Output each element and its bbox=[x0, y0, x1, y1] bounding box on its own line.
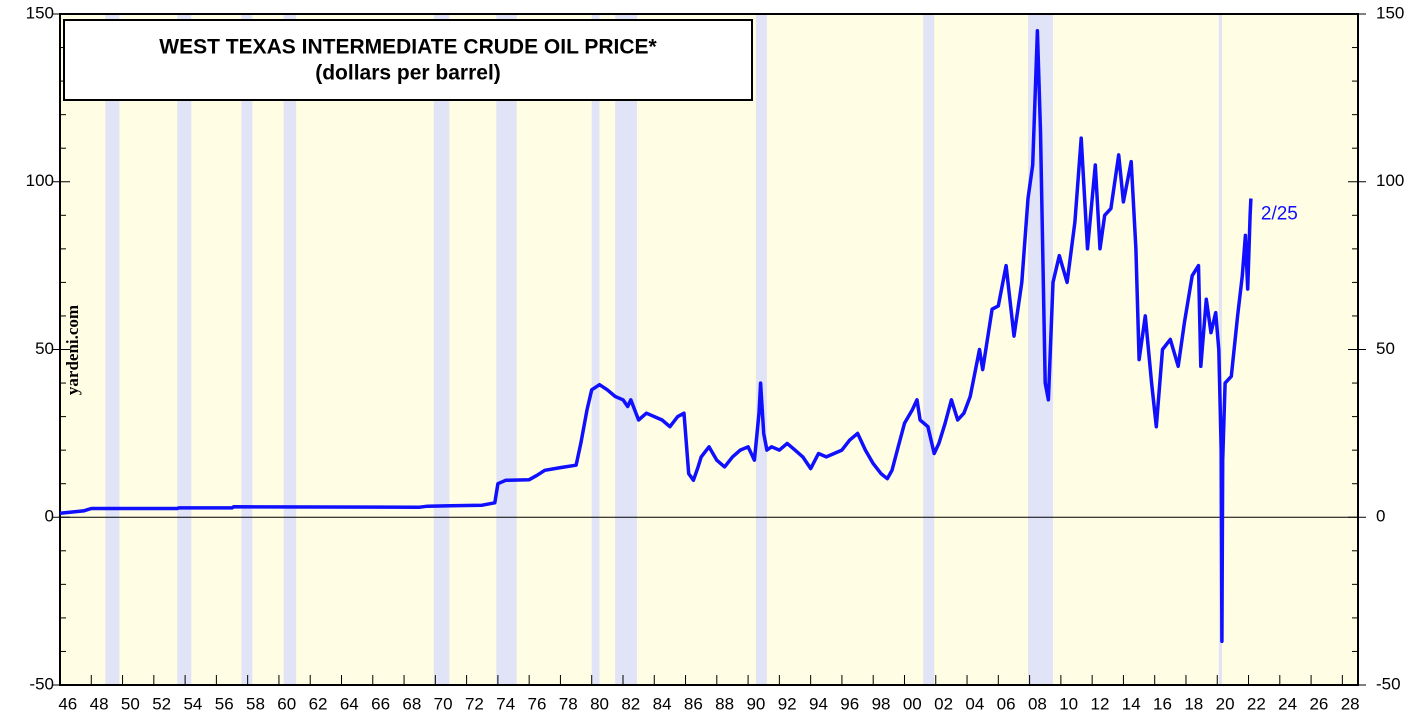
recession-band bbox=[591, 14, 600, 685]
x-tick-label: 66 bbox=[371, 694, 390, 713]
x-tick-label: 78 bbox=[559, 694, 578, 713]
x-tick-label: 28 bbox=[1341, 694, 1360, 713]
x-tick-label: 08 bbox=[1028, 694, 1047, 713]
x-tick-label: 12 bbox=[1091, 694, 1110, 713]
x-tick-label: 94 bbox=[809, 694, 828, 713]
y-tick-label: 100 bbox=[26, 171, 54, 190]
x-tick-label: 10 bbox=[1059, 694, 1078, 713]
x-tick-label: 14 bbox=[1122, 694, 1141, 713]
plot-frame bbox=[59, 13, 1359, 686]
x-tick-label: 90 bbox=[746, 694, 765, 713]
recession-band bbox=[923, 14, 935, 685]
y2-tick-label: 0 bbox=[1376, 507, 1385, 526]
x-tick-label: 64 bbox=[340, 694, 359, 713]
chart-title: WEST TEXAS INTERMEDIATE CRUDE OIL PRICE* bbox=[159, 36, 657, 59]
y-tick-label: 0 bbox=[45, 507, 54, 526]
x-tick-label: 04 bbox=[965, 694, 984, 713]
x-tick-label: 20 bbox=[1216, 694, 1235, 713]
x-tick-label: 56 bbox=[215, 694, 234, 713]
x-tick-label: 92 bbox=[778, 694, 797, 713]
recession-band bbox=[241, 14, 253, 685]
x-tick-label: 26 bbox=[1309, 694, 1328, 713]
y2-tick-label: 100 bbox=[1376, 171, 1404, 190]
x-tick-label: 48 bbox=[90, 694, 109, 713]
x-tick-label: 96 bbox=[840, 694, 859, 713]
x-tick-label: 18 bbox=[1184, 694, 1203, 713]
recession-band bbox=[105, 14, 120, 685]
x-tick-label: 74 bbox=[496, 694, 515, 713]
recession-band bbox=[615, 14, 638, 685]
x-tick-label: 72 bbox=[465, 694, 484, 713]
recession-band bbox=[177, 14, 192, 685]
x-tick-label: 76 bbox=[528, 694, 547, 713]
x-tick-label: 58 bbox=[246, 694, 265, 713]
y2-tick-label: 150 bbox=[1376, 3, 1404, 22]
recession-band bbox=[496, 14, 517, 685]
x-tick-label: 22 bbox=[1247, 694, 1266, 713]
x-tick-label: 16 bbox=[1153, 694, 1172, 713]
x-tick-label: 24 bbox=[1278, 694, 1297, 713]
x-tick-label: 98 bbox=[872, 694, 891, 713]
x-tick-label: 70 bbox=[434, 694, 453, 713]
plot: -50 0 50 100 150 -50 0 50 100 150 46 48 50 52 54 56 58 60… bbox=[26, 3, 1405, 713]
x-tick-label: 68 bbox=[402, 694, 421, 713]
x-tick-label: 02 bbox=[934, 694, 953, 713]
chart-subtitle: (dollars per barrel) bbox=[315, 62, 501, 85]
x-tick-label: 80 bbox=[590, 694, 609, 713]
x-tick-label: 50 bbox=[121, 694, 140, 713]
price-line bbox=[59, 29, 1253, 644]
x-tick-label: 46 bbox=[58, 694, 77, 713]
y-tick-label: 50 bbox=[35, 339, 54, 358]
y2-tick-label: -50 bbox=[1376, 674, 1401, 693]
y-tick-label: -50 bbox=[29, 674, 54, 693]
recession-band bbox=[283, 14, 297, 685]
y2-tick-label: 50 bbox=[1376, 339, 1395, 358]
source-label: yardeni.com bbox=[63, 305, 82, 395]
annotation: 2/25 bbox=[1261, 204, 1298, 225]
recession-band bbox=[755, 14, 767, 685]
x-tick-label: 88 bbox=[715, 694, 734, 713]
x-tick-label: 54 bbox=[183, 694, 202, 713]
x-tick-label: 86 bbox=[684, 694, 703, 713]
x-tick-label: 82 bbox=[621, 694, 640, 713]
x-tick-label: 60 bbox=[277, 694, 296, 713]
x-tick-label: 00 bbox=[903, 694, 922, 713]
x-tick-label: 06 bbox=[997, 694, 1016, 713]
x-tick-label: 52 bbox=[152, 694, 171, 713]
title-box bbox=[63, 19, 753, 101]
x-tick-label: 62 bbox=[309, 694, 328, 713]
recession-band bbox=[433, 14, 450, 685]
y-tick-label: 150 bbox=[26, 3, 54, 22]
x-tick-label: 84 bbox=[653, 694, 672, 713]
